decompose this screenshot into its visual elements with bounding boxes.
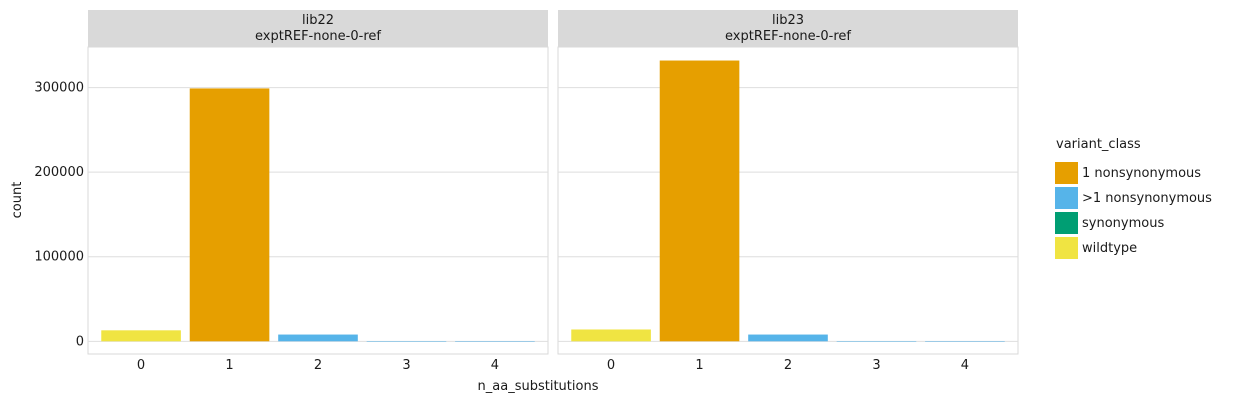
facet-strip-label: lib23 xyxy=(772,13,804,28)
x-tick-label: 1 xyxy=(225,358,233,373)
x-axis-title: n_aa_substitutions xyxy=(478,379,599,394)
x-tick-label: 0 xyxy=(607,358,615,373)
y-tick-label: 300000 xyxy=(34,81,84,96)
y-tick-label: 200000 xyxy=(34,165,84,180)
bar xyxy=(455,341,535,342)
bar xyxy=(366,341,447,342)
y-tick-label: 100000 xyxy=(34,250,84,265)
x-tick-label: 0 xyxy=(137,358,145,373)
legend-key xyxy=(1055,237,1078,259)
panel-background xyxy=(87,46,549,355)
legend-label: wildtype xyxy=(1082,241,1137,256)
legend-title: variant_class xyxy=(1056,137,1141,152)
bar xyxy=(101,330,181,342)
bar xyxy=(659,60,740,342)
bar xyxy=(189,88,270,342)
bar xyxy=(925,341,1005,342)
x-tick-label: 3 xyxy=(872,358,880,373)
x-tick-label: 3 xyxy=(402,358,410,373)
bar xyxy=(571,329,651,342)
facet-strip xyxy=(558,10,1018,47)
y-tick-label: 0 xyxy=(76,334,84,349)
x-tick-label: 4 xyxy=(491,358,499,373)
facet-strip xyxy=(88,10,548,47)
facet-strip-label: exptREF-none-0-ref xyxy=(255,29,381,44)
legend-key xyxy=(1055,187,1078,209)
panel-background xyxy=(557,46,1019,355)
facet-strip-label: exptREF-none-0-ref xyxy=(725,29,851,44)
y-axis-title: count xyxy=(10,182,25,219)
legend-label: synonymous xyxy=(1082,216,1164,231)
legend-label: 1 nonsynonymous xyxy=(1082,166,1201,181)
bar xyxy=(748,334,828,342)
x-tick-label: 4 xyxy=(961,358,969,373)
legend-label: >1 nonsynonymous xyxy=(1082,191,1212,206)
facet-strip-label: lib22 xyxy=(302,13,334,28)
x-tick-label: 1 xyxy=(695,358,703,373)
x-tick-label: 2 xyxy=(314,358,322,373)
bar xyxy=(836,341,917,342)
x-tick-label: 2 xyxy=(784,358,792,373)
bar xyxy=(278,334,358,342)
legend: variant_class 1 nonsynonymous >1 nonsynon… xyxy=(1055,137,1212,259)
legend-key xyxy=(1055,212,1078,234)
legend-key xyxy=(1055,162,1078,184)
